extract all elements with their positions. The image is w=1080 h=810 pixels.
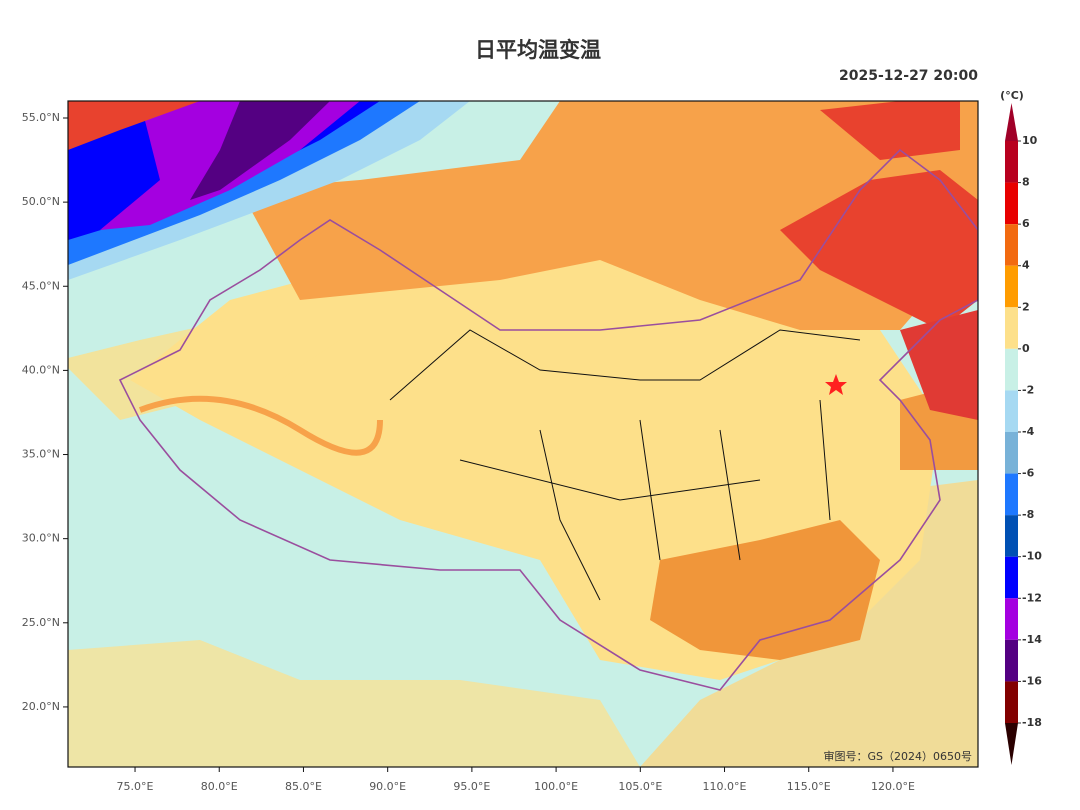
colorbar-over (1005, 103, 1018, 141)
y-tick-label: 50.0°N (22, 195, 60, 208)
map-credit: 审图号：GS（2024）0650号 (824, 749, 973, 763)
colorbar-segment (1005, 515, 1018, 557)
colorbar-segment (1005, 390, 1018, 432)
y-tick-label: 20.0°N (22, 700, 60, 713)
colorbar-under (1005, 723, 1018, 765)
colorbar-label: -2 (1022, 383, 1034, 396)
x-tick-label: 95.0°E (453, 780, 490, 793)
colorbar-label: 2 (1022, 300, 1030, 313)
colorbar-segment (1005, 432, 1018, 474)
colorbar-segment (1005, 473, 1018, 516)
colorbar-segment (1005, 224, 1018, 266)
colorbar-segment (1005, 265, 1018, 308)
colorbar-label: 4 (1022, 259, 1030, 272)
colorbar-segment (1005, 307, 1018, 349)
title: 日平均温变温 (475, 38, 601, 62)
colorbar-segment (1005, 556, 1018, 599)
colorbar-label: -8 (1022, 508, 1034, 521)
colorbar-label: 6 (1022, 217, 1030, 230)
colorbar-segment (1005, 598, 1018, 640)
y-tick-label: 35.0°N (22, 448, 60, 461)
colorbar-label: -18 (1022, 716, 1042, 729)
colorbar-label: 8 (1022, 176, 1030, 189)
y-tick-label: 45.0°N (22, 279, 60, 292)
x-tick-label: 120.0°E (871, 780, 915, 793)
colorbar-label: -12 (1022, 591, 1042, 604)
x-tick-label: 80.0°E (201, 780, 238, 793)
colorbar-label: -14 (1022, 633, 1042, 646)
colorbar-segment (1005, 348, 1018, 391)
y-tick-label: 30.0°N (22, 532, 60, 545)
colorbar-label: -10 (1022, 550, 1042, 563)
colorbar-unit: (°C) (1000, 89, 1024, 102)
x-tick-label: 115.0°E (787, 780, 831, 793)
colorbar-segment (1005, 681, 1018, 723)
colorbar-label: -6 (1022, 467, 1035, 480)
colorbar-label: 10 (1022, 134, 1038, 147)
colorbar-label: -4 (1022, 425, 1035, 438)
timestamp: 2025-12-27 20:00 (839, 68, 978, 84)
y-tick-label: 25.0°N (22, 616, 60, 629)
y-tick-label: 40.0°N (22, 363, 60, 376)
y-tick-label: 55.0°N (22, 111, 60, 124)
colorbar-label: 0 (1022, 342, 1030, 355)
map-frame (67, 100, 979, 768)
x-tick-label: 110.0°E (703, 780, 747, 793)
temperature-field (68, 101, 978, 767)
x-tick-label: 105.0°E (618, 780, 662, 793)
x-tick-label: 100.0°E (534, 780, 578, 793)
colorbar-segment (1005, 141, 1018, 183)
x-tick-label: 90.0°E (369, 780, 406, 793)
colorbar-label: -16 (1022, 674, 1042, 687)
colorbar-segment (1005, 639, 1018, 682)
x-tick-label: 75.0°E (117, 780, 154, 793)
colorbar-segment (1005, 182, 1018, 225)
x-tick-label: 85.0°E (285, 780, 322, 793)
